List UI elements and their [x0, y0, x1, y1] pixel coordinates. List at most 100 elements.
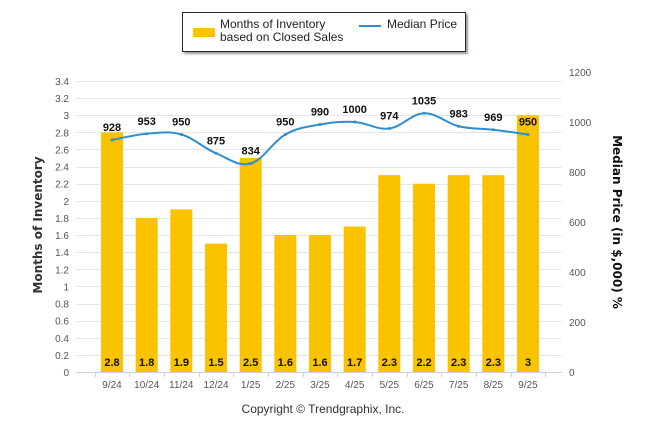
line-point [145, 132, 149, 136]
line-data-label: 950 [519, 117, 537, 129]
bar [343, 226, 366, 372]
y-tick-label-left: 1 [63, 282, 69, 293]
line-point [249, 162, 253, 165]
x-tick-label: 3/25 [310, 380, 330, 391]
line-data-label: 990 [311, 107, 329, 119]
y-axis-label-left: Months of Inventory [31, 156, 45, 294]
x-tick-label: 12/24 [203, 380, 228, 391]
line-point [491, 128, 495, 132]
line-point [179, 133, 183, 136]
bar [205, 243, 227, 372]
y-tick-label-left: 2.2 [55, 180, 69, 191]
bar-data-label: 2.3 [382, 357, 397, 369]
legend-bar-swatch [193, 28, 215, 37]
bar-data-label: 1.5 [208, 357, 223, 369]
copyright-text: Copyright © Trendgraphix, Inc. [241, 402, 405, 416]
legend-bar-label: Months of Inventory based on Closed Sale… [220, 17, 344, 44]
line-point [318, 123, 322, 126]
line-data-label: 953 [137, 116, 155, 128]
y-axis-label-right: Median Price (in $,000) % [610, 135, 624, 309]
y-tick-label-right: 800 [569, 168, 586, 179]
x-tick-label: 9/25 [518, 380, 538, 391]
legend: Months of Inventory based on Closed Sale… [182, 12, 466, 52]
bar [413, 183, 435, 372]
y-tick-label-left: 1.4 [55, 248, 69, 259]
y-tick-label-left: 3.4 [55, 77, 69, 88]
legend-line-label: Median Price [387, 17, 458, 31]
line-point [526, 133, 530, 136]
bar [274, 235, 297, 372]
x-tick-label: 6/25 [414, 380, 434, 391]
line-point [214, 151, 218, 155]
line-point [353, 120, 357, 124]
y-tick-label-right: 0 [569, 368, 575, 379]
x-tick-label: 2/25 [276, 380, 296, 391]
x-tick-label: 1/25 [241, 380, 261, 391]
line-data-labels: 928 953 950 875 834 950 990 1000 974 1035 983 969 95… [103, 95, 537, 157]
y-tick-label-left: 0 [63, 368, 69, 379]
line-series [110, 111, 530, 166]
bar [170, 209, 193, 372]
y-tick-label-right: 200 [569, 318, 586, 329]
y-tick-label-right: 1200 [569, 68, 592, 79]
bar [447, 175, 470, 372]
bar-data-label: 2.3 [451, 357, 466, 369]
y-tick-label-left: 3 [63, 111, 69, 122]
x-tick-label: 8/25 [484, 380, 504, 391]
y-tick-label-left: 1.8 [55, 214, 69, 225]
x-tick-label: 5/25 [380, 380, 400, 391]
bar-data-label: 1.8 [139, 357, 154, 369]
line-point [283, 133, 287, 136]
line-point [457, 124, 461, 128]
x-tick-label: 10/24 [134, 380, 159, 391]
line-data-label: 950 [276, 117, 294, 129]
bar-data-label: 1.6 [312, 357, 327, 369]
y-tick-label-right: 1000 [569, 118, 592, 129]
bar [517, 115, 539, 372]
line-data-label: 974 [380, 111, 399, 123]
line-data-label: 928 [103, 122, 121, 134]
line-data-label: 983 [449, 108, 467, 120]
y-tick-label-right: 400 [569, 268, 586, 279]
x-axis-ticks: 9/24 10/24 11/24 12/24 1/25 2/25 3/25 4/25 5/25 6… [102, 380, 538, 391]
line-data-label: 875 [207, 135, 225, 147]
bar [378, 175, 401, 372]
bar-data-label: 2.3 [486, 357, 501, 369]
bar [309, 235, 331, 372]
bar [482, 175, 505, 372]
bar-data-label: 1.9 [174, 357, 189, 369]
bar-data-labels: 2.8 1.8 1.9 1.5 2.5 1.6 1.6 1.7 2.3 2.2 2.3 2.3 3 [104, 357, 531, 369]
y-tick-label-left: 2.6 [55, 145, 69, 156]
bar-data-label: 1.7 [347, 357, 362, 369]
y-tick-label-left: 3.2 [55, 94, 69, 105]
bar-series [101, 115, 539, 372]
line-data-label: 1000 [342, 104, 366, 116]
line-data-label: 1035 [412, 95, 436, 107]
line-data-label: 969 [484, 112, 502, 124]
bar-data-label: 2.2 [416, 357, 431, 369]
line-point [422, 111, 426, 115]
x-tick-label: 9/24 [102, 380, 122, 391]
line-data-label: 834 [241, 146, 260, 158]
y-tick-label-left: 0.6 [55, 317, 69, 328]
right-axis-ticks: 0 200 400 600 800 1000 1200 [569, 68, 592, 379]
bar-data-label: 2.5 [243, 357, 258, 369]
x-tick-label: 7/25 [449, 380, 469, 391]
line-point [110, 138, 114, 142]
line-point [387, 127, 391, 130]
legend-line-swatch [359, 25, 381, 27]
bar [239, 158, 262, 372]
bar [101, 132, 123, 372]
bar-data-label: 2.8 [104, 357, 119, 369]
y-tick-label-right: 600 [569, 218, 586, 229]
y-tick-label-left: 1.6 [55, 231, 69, 242]
bar-data-label: 1.6 [278, 357, 293, 369]
y-tick-label-left: 0.4 [55, 334, 69, 345]
line-data-label: 950 [172, 117, 190, 129]
x-tick-label: 4/25 [345, 380, 365, 391]
y-tick-label-left: 2.4 [55, 163, 69, 174]
x-tick-label: 11/24 [169, 380, 194, 391]
bar-data-label: 3 [525, 357, 531, 369]
bar [135, 217, 158, 372]
